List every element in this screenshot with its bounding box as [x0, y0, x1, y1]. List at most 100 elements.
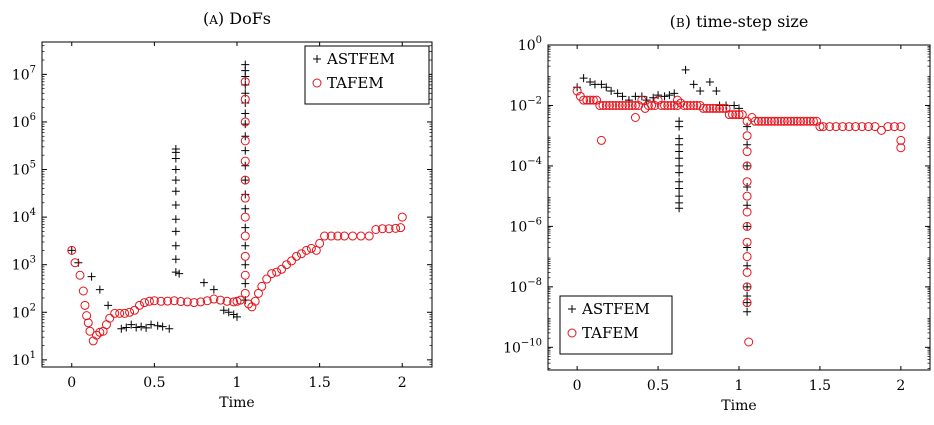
- data-point-circle: [222, 296, 232, 306]
- y-tick-label: 10−10: [503, 337, 542, 356]
- data-point-circle: [585, 95, 595, 105]
- data-point-circle: [291, 251, 301, 261]
- data-point-plus: [165, 324, 174, 333]
- data-point-plus: [209, 285, 218, 294]
- data-point-plus: [142, 323, 151, 332]
- data-point-circle: [750, 116, 760, 126]
- data-point-circle: [105, 313, 115, 323]
- data-point-circle: [669, 100, 679, 110]
- data-point-circle: [110, 308, 120, 318]
- data-point-circle: [702, 103, 712, 113]
- x-tick-label: 0.5: [143, 375, 165, 391]
- data-point-circle: [742, 282, 752, 292]
- data-point-circle: [377, 224, 387, 234]
- data-point-circle: [643, 100, 653, 110]
- data-point-circle: [792, 116, 802, 126]
- data-point-circle: [742, 177, 752, 187]
- data-point-plus: [675, 154, 684, 163]
- data-point-plus: [241, 223, 250, 232]
- data-point-circle: [776, 116, 786, 126]
- y-tick-label: 105: [12, 160, 36, 179]
- data-point-circle: [770, 116, 780, 126]
- y-tick-label: 10−4: [509, 156, 542, 175]
- data-point-circle: [605, 100, 615, 110]
- legend-marker-astfem: [568, 305, 576, 313]
- data-point-circle: [672, 100, 682, 110]
- data-point-circle: [70, 258, 80, 268]
- legend-box: [559, 295, 673, 355]
- data-point-plus: [171, 255, 180, 264]
- data-point-circle: [614, 100, 624, 110]
- data-point-circle: [734, 110, 744, 120]
- data-point-circle: [742, 161, 752, 171]
- data-point-circle: [582, 95, 592, 105]
- data-point-circle: [240, 156, 250, 166]
- data-point-circle: [812, 116, 822, 126]
- data-point-plus: [689, 80, 698, 89]
- data-point-circle: [196, 297, 206, 307]
- data-point-circle: [742, 237, 752, 247]
- data-point-circle: [760, 116, 770, 126]
- data-point-circle: [240, 175, 250, 185]
- data-point-plus: [171, 215, 180, 224]
- data-point-circle: [92, 330, 102, 340]
- data-point-plus: [224, 308, 233, 317]
- x-tick-label: 2: [398, 375, 407, 391]
- data-point-circle: [796, 116, 806, 126]
- data-point-circle: [831, 122, 841, 132]
- data-point-circle: [624, 100, 634, 110]
- data-point-circle: [656, 100, 666, 110]
- data-point-circle: [315, 238, 325, 248]
- data-point-plus: [696, 87, 705, 96]
- data-point-plus: [241, 161, 250, 170]
- chart-title: (A) DoFs: [203, 9, 271, 28]
- data-point-circle: [708, 103, 718, 113]
- data-point-plus: [171, 268, 180, 277]
- data-point-circle: [296, 249, 306, 259]
- data-point-circle: [786, 116, 796, 126]
- data-point-circle: [637, 95, 647, 105]
- data-point-circle: [384, 224, 394, 234]
- data-point-circle: [156, 296, 166, 306]
- data-point-circle: [250, 296, 260, 306]
- series-tafem: [572, 86, 906, 347]
- data-point-plus: [132, 323, 141, 332]
- data-point-circle: [818, 122, 828, 132]
- data-point-circle: [685, 100, 695, 110]
- data-point-circle: [240, 288, 250, 298]
- data-point-plus: [171, 241, 180, 250]
- data-point-circle: [176, 297, 186, 307]
- data-point-circle: [333, 231, 343, 241]
- data-point-plus: [675, 177, 684, 186]
- data-point-circle: [125, 307, 135, 317]
- data-point-plus: [681, 65, 690, 74]
- data-point-circle: [301, 245, 311, 255]
- data-point-circle: [773, 116, 783, 126]
- legend-box: [304, 45, 430, 105]
- data-point-circle: [306, 243, 316, 253]
- data-point-plus: [122, 323, 131, 332]
- data-point-circle: [676, 98, 686, 108]
- y-tick-label: 106: [12, 112, 36, 131]
- data-point-circle: [896, 122, 906, 132]
- data-point-plus: [618, 92, 627, 101]
- data-point-plus: [743, 122, 752, 131]
- data-point-plus: [597, 80, 606, 89]
- data-point-circle: [731, 110, 741, 120]
- data-point-circle: [588, 95, 598, 105]
- data-point-circle: [139, 298, 149, 308]
- data-point-circle: [348, 231, 358, 241]
- data-point-circle: [120, 308, 130, 318]
- x-tick-label: 1.5: [809, 378, 831, 394]
- x-tick-label: 1: [233, 375, 242, 391]
- data-point-circle: [682, 100, 692, 110]
- legend-label-astfem: ASTFEM: [581, 300, 650, 318]
- data-point-circle: [789, 116, 799, 126]
- data-point-plus: [665, 91, 674, 100]
- data-point-plus: [241, 132, 250, 141]
- data-point-circle: [763, 116, 773, 126]
- y-tick-label: 100: [518, 35, 542, 54]
- data-point-plus: [219, 306, 228, 315]
- data-point-circle: [240, 270, 250, 280]
